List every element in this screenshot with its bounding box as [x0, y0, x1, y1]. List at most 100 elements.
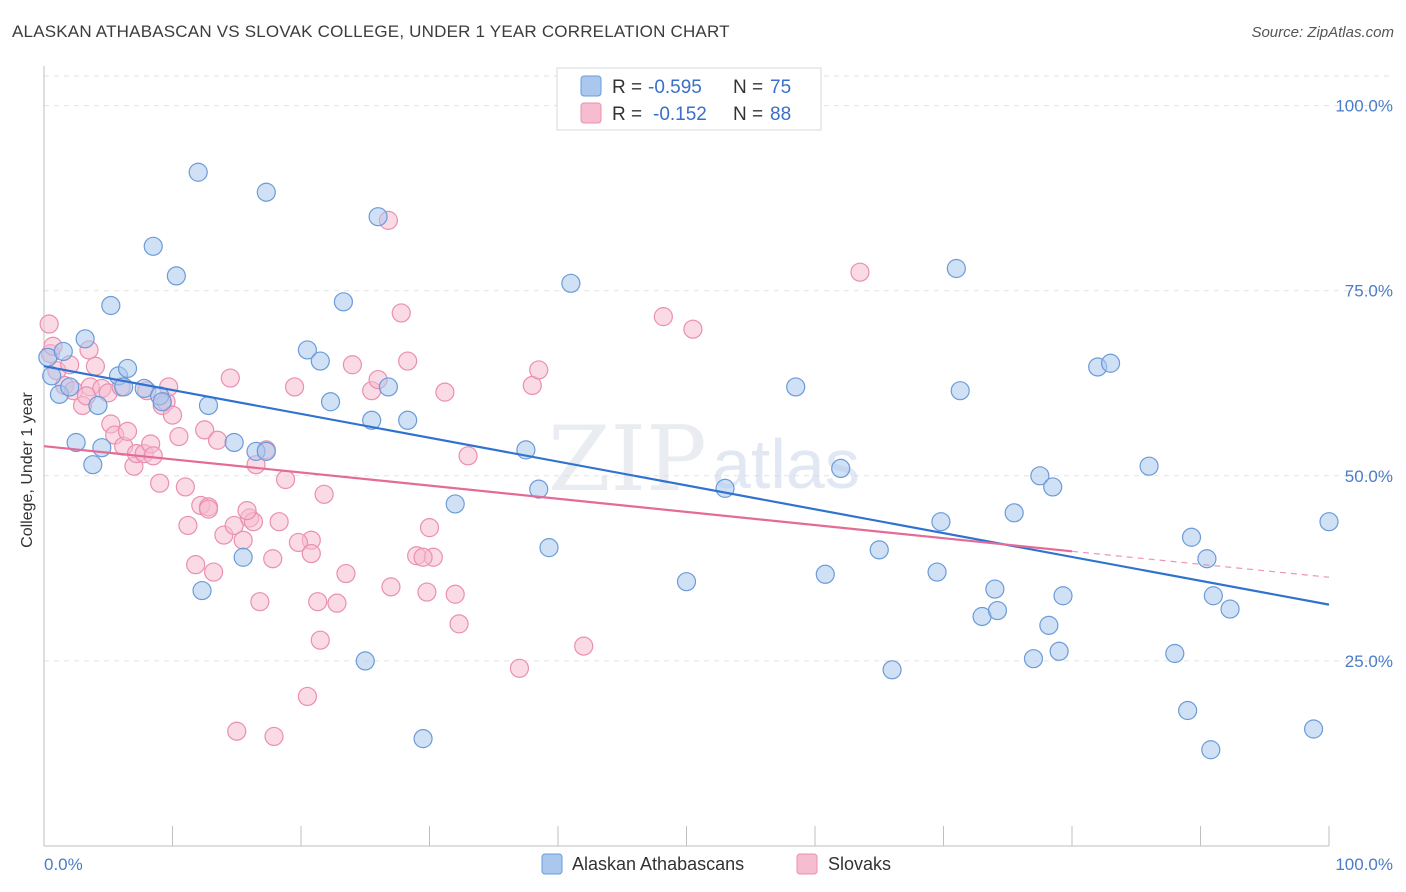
series-alaskan-athabascans-points	[38, 162, 1339, 760]
x-tick-min: 0.0%	[44, 855, 83, 874]
alaskan-athabascans-point-45	[815, 564, 835, 584]
alaskan-athabascans-point-50	[931, 512, 951, 532]
legend-n-value-blue: 75	[770, 77, 791, 98]
slovaks-point-76	[529, 360, 549, 380]
slovaks-point-37	[207, 430, 228, 450]
slovaks-point-39	[220, 368, 240, 388]
alaskan-athabascans-point-34	[378, 377, 398, 397]
y-tick-label-25: 25.0%	[1345, 652, 1393, 671]
stats-legend: R = -0.595 N = 75 R = -0.152 N = 88	[556, 67, 822, 131]
alaskan-athabascans-point-31	[355, 651, 375, 671]
slovaks-point-65	[398, 351, 418, 371]
series-legend-label-pink: Slovaks	[828, 854, 891, 874]
slovaks-point-24	[150, 473, 170, 493]
legend-r-label-pink: R =	[612, 104, 642, 125]
alaskan-athabascans-point-70	[1201, 740, 1221, 760]
slovaks-point-85	[198, 499, 219, 519]
slovaks-point-32	[186, 555, 206, 575]
alaskan-athabascans-point-15	[143, 236, 163, 256]
alaskan-athabascans-point-37	[445, 494, 465, 514]
alaskan-athabascans-point-60	[1043, 477, 1063, 497]
alaskan-athabascans-point-62	[1053, 586, 1073, 606]
legend-swatch-blue	[580, 75, 602, 97]
alaskan-athabascans-point-30	[333, 292, 354, 312]
slovaks-point-77	[574, 636, 594, 656]
alaskan-athabascans-point-23	[233, 547, 253, 567]
alaskan-athabascans-point-65	[1139, 456, 1159, 476]
legend-r-value-pink: -0.152	[653, 104, 707, 125]
legend-swatch-pink	[580, 102, 602, 124]
alaskan-athabascans-point-67	[1178, 700, 1198, 721]
slovaks-point-28	[162, 405, 183, 425]
slovaks-point-53	[297, 686, 318, 707]
legend-n-value-pink: 88	[770, 104, 791, 125]
y-tick-label-50: 50.0%	[1345, 467, 1393, 486]
slovaks-point-84	[237, 501, 257, 521]
alaskan-athabascans-point-64	[1100, 353, 1121, 373]
alaskan-athabascans-point-5	[66, 432, 86, 453]
alaskan-athabascans-point-20	[192, 580, 212, 601]
alaskan-athabascans-point-25	[256, 441, 276, 461]
watermark-zip: ZIP	[548, 407, 707, 512]
legend-n-label-blue: N =	[733, 77, 763, 98]
trend-line-slovaks	[43, 445, 1073, 553]
alaskan-athabascans-point-8	[88, 395, 108, 416]
alaskan-athabascans-point-28	[310, 351, 330, 371]
slovaks-point-41	[227, 721, 247, 741]
alaskan-athabascans-point-42	[676, 572, 697, 592]
alaskan-athabascans-point-18	[166, 266, 186, 286]
slovaks-point-73	[458, 446, 478, 466]
alaskan-athabascans-point-9	[92, 438, 112, 458]
alaskan-athabascans-point-54	[985, 579, 1005, 599]
alaskan-athabascans-point-26	[256, 182, 276, 202]
slovaks-point-63	[381, 577, 401, 597]
slovaks-point-52	[284, 377, 305, 397]
alaskan-athabascans-point-46	[831, 458, 851, 479]
slovaks-point-30	[175, 477, 195, 497]
watermark: ZIP atlas	[548, 407, 860, 512]
alaskan-athabascans-point-48	[882, 660, 902, 680]
slovaks-point-57	[314, 484, 334, 504]
slovaks-point-64	[391, 303, 411, 323]
slovaks-point-68	[419, 518, 440, 538]
alaskan-athabascans-point-72	[1220, 599, 1240, 619]
y-tick-label-75: 75.0%	[1345, 282, 1393, 301]
x-tick-labels: 0.0% 100.0%	[44, 855, 1393, 874]
slovaks-point-56	[310, 630, 330, 650]
slovaks-point-0	[39, 314, 59, 334]
alaskan-athabascans-point-55	[987, 600, 1008, 621]
series-legend-swatch-blue	[541, 853, 563, 875]
alaskan-athabascans-point-57	[1023, 649, 1044, 669]
chart-title: ALASKAN ATHABASCAN VS SLOVAK COLLEGE, UN…	[12, 22, 730, 41]
slovaks-point-71	[445, 584, 465, 604]
alaskan-athabascans-point-19	[188, 162, 208, 182]
alaskan-athabascans-point-59	[1039, 615, 1059, 635]
alaskan-athabascans-point-33	[368, 207, 388, 227]
alaskan-athabascans-point-21	[198, 395, 219, 416]
alaskan-athabascans-point-36	[413, 729, 433, 749]
alaskan-athabascans-point-61	[1049, 641, 1069, 661]
slovaks-point-46	[250, 592, 270, 612]
slovaks-point-81	[413, 547, 433, 567]
alaskan-athabascans-point-52	[950, 381, 970, 401]
slovaks-point-49	[264, 726, 284, 747]
alaskan-athabascans-point-49	[927, 562, 947, 582]
slovaks-point-36	[204, 562, 224, 582]
trend-lines	[43, 365, 1330, 606]
slovaks-point-17	[117, 421, 138, 441]
alaskan-athabascans-point-74	[1319, 512, 1339, 532]
alaskan-athabascans-point-27	[297, 340, 318, 360]
slovaks-point-40	[224, 515, 244, 536]
alaskan-athabascans-point-39	[529, 479, 549, 499]
slovaks-point-70	[435, 382, 455, 402]
slovaks-point-34	[195, 420, 215, 440]
y-tick-label-100: 100.0%	[1335, 97, 1393, 116]
trend-line-alaskan-athabascans	[43, 365, 1330, 606]
alaskan-athabascans-point-58	[1030, 466, 1050, 486]
slovaks-point-50	[269, 512, 289, 532]
alaskan-athabascans-point-71	[1203, 586, 1223, 606]
legend-n-label-pink: N =	[733, 104, 763, 125]
slovaks-point-55	[308, 592, 328, 612]
alaskan-athabascans-point-51	[946, 258, 966, 279]
